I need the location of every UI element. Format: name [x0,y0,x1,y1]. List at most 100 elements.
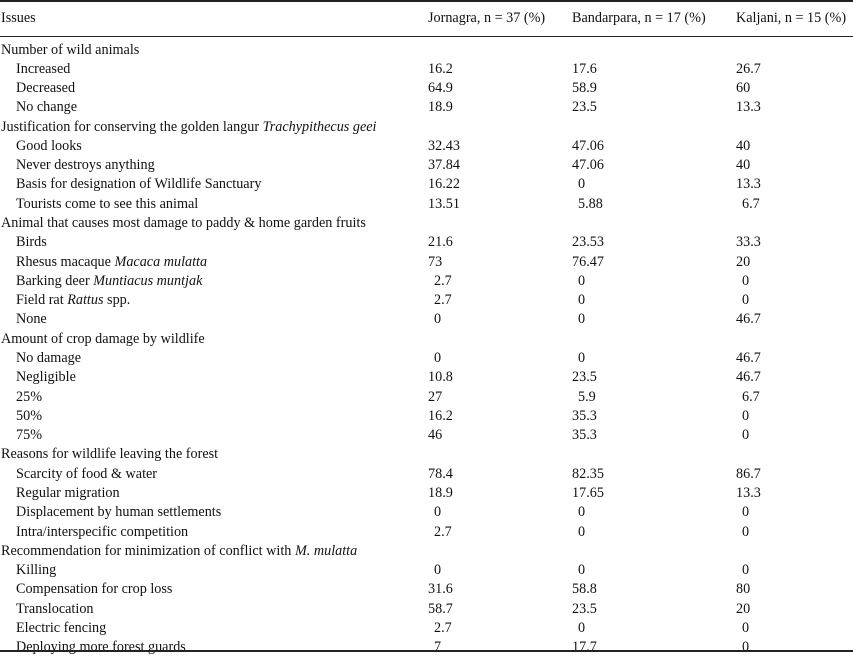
row-label: Increased [16,60,70,79]
row-label: Rhesus macaque Macaca mulatta [16,253,207,272]
label-text: Barking deer [16,272,94,289]
value-cell-kaljani: 80 [736,581,751,598]
section-heading-row: Recommendation for minimization of confl… [0,542,853,561]
section-title: Number of wild animals [1,41,139,60]
value-cell-kaljani: 13.3 [736,176,761,193]
table-row: None 0 0 46.7 [0,310,853,329]
table-row: Tourists come to see this animal 13.51 5.8… [0,195,853,214]
value-cell-kaljani: 6.7 [742,388,760,405]
value-cell-jornagra: 13.51 [428,195,460,212]
value-cell-jornagra: 2.7 [434,272,452,289]
label-text: spp. [103,292,131,309]
table-row: Deploying more forest guards 7 17.7 0 [0,638,853,657]
value-cell-kaljani: 46.7 [736,349,761,366]
value-cell-jornagra: 21.6 [428,234,453,251]
label-text: Birds [16,234,47,251]
table-row: Basis for designation of Wildlife Sanctu… [0,175,853,194]
label-text: Killing [16,562,57,579]
value-cell-jornagra: 31.6 [428,581,453,598]
value-cell-bandarpara: 0 [578,272,586,289]
label-text: Tourists come to see this animal [16,195,199,212]
label-text: Animal that causes most damage to paddy … [1,215,366,232]
value-cell-bandarpara: 58.9 [572,80,597,97]
row-label: Displacement by human settlements [16,503,221,522]
value-cell-kaljani: 0 [742,272,750,289]
row-label: Field rat Rattus spp. [16,291,130,310]
value-cell-bandarpara: 0 [578,176,586,193]
value-cell-jornagra: 27 [428,388,443,405]
label-text: 75% [16,427,43,444]
value-cell-bandarpara: 0 [578,292,586,309]
value-cell-kaljani: 0 [742,504,750,521]
table-row: Birds 21.6 23.53 33.3 [0,233,853,252]
table-row: Electric fencing 2.7 0 0 [0,619,853,638]
value-cell-kaljani: 0 [742,639,750,656]
value-cell-bandarpara: 0 [578,504,586,521]
table-row: Decreased 64.9 58.9 60 [0,79,853,98]
table-header-row: Issues Jornagra, n = 37 (%) Bandarpara, … [0,9,853,28]
value-cell-jornagra: 73 [428,253,443,270]
value-cell-bandarpara: 23.5 [572,369,597,386]
section-heading-row: Reasons for wildlife leaving the forest [0,445,853,464]
value-cell-bandarpara: 23.5 [572,99,597,116]
label-text: Negligible [16,369,76,386]
table-row: No change 18.9 23.5 13.3 [0,98,853,117]
section-title: Animal that causes most damage to paddy … [1,214,366,233]
value-cell-jornagra: 0 [434,504,442,521]
value-cell-bandarpara: 17.7 [572,639,597,656]
row-label: Good looks [16,137,82,156]
value-cell-kaljani: 0 [742,619,750,636]
table-row: Barking deer Muntiacus muntjak 2.7 0 0 [0,272,853,291]
row-label: Barking deer Muntiacus muntjak [16,272,202,291]
row-label: Birds [16,233,47,252]
row-label: 25% [16,388,42,407]
label-text: Regular migration [16,484,120,501]
header-rule [0,36,853,37]
italic-species-name: M. mulatta [294,542,358,559]
value-cell-kaljani: 0 [742,562,750,579]
table-row: 75% 46 35.3 0 [0,426,853,445]
table-row: No damage 0 0 46.7 [0,349,853,368]
label-text: Number of wild animals [1,41,140,58]
table-row: Never destroys anything 37.84 47.06 40 [0,156,853,175]
row-label: Basis for designation of Wildlife Sanctu… [16,175,261,194]
value-cell-kaljani: 40 [736,137,751,154]
value-cell-jornagra: 78.4 [428,465,453,482]
value-cell-kaljani: 0 [742,407,750,424]
value-cell-bandarpara: 47.06 [572,157,604,174]
value-cell-bandarpara: 35.3 [572,407,597,424]
label-text: Scarcity of food & water [16,465,158,482]
table-row: Rhesus macaque Macaca mulatta 73 76.47 20 [0,253,853,272]
row-label: None [16,310,47,329]
label-text: Displacement by human settlements [16,504,222,521]
value-cell-jornagra: 2.7 [434,619,452,636]
value-cell-kaljani: 0 [742,523,750,540]
label-text: Never destroys anything [16,157,155,174]
label-text: 50% [16,407,43,424]
bottom-rule [0,650,853,652]
table-row: 50% 16.2 35.3 0 [0,407,853,426]
section-heading-row: Number of wild animals [0,41,853,60]
value-cell-bandarpara: 58.8 [572,581,597,598]
section-heading-row: Animal that causes most damage to paddy … [0,214,853,233]
value-cell-bandarpara: 5.88 [578,195,603,212]
label-text: No damage [16,349,82,366]
value-cell-kaljani: 46.7 [736,369,761,386]
value-cell-kaljani: 26.7 [736,60,761,77]
value-cell-bandarpara: 23.53 [572,234,604,251]
table-row: Scarcity of food & water 78.4 82.35 86.7 [0,465,853,484]
row-label: Tourists come to see this animal [16,195,198,214]
label-text: Good looks [16,137,82,154]
value-cell-jornagra: 18.9 [428,99,453,116]
value-cell-jornagra: 7 [434,639,442,656]
value-cell-kaljani: 0 [742,292,750,309]
row-label: 50% [16,407,42,426]
label-text: Compensation for crop loss [16,581,173,598]
table-row: Translocation 58.7 23.5 20 [0,600,853,619]
value-cell-jornagra: 2.7 [434,292,452,309]
row-label: Negligible [16,368,76,387]
value-cell-kaljani: 33.3 [736,234,761,251]
table-row: Good looks 32.43 47.06 40 [0,137,853,156]
table-row: Compensation for crop loss 31.6 58.8 80 [0,580,853,599]
row-label: Deploying more forest guards [16,638,186,657]
